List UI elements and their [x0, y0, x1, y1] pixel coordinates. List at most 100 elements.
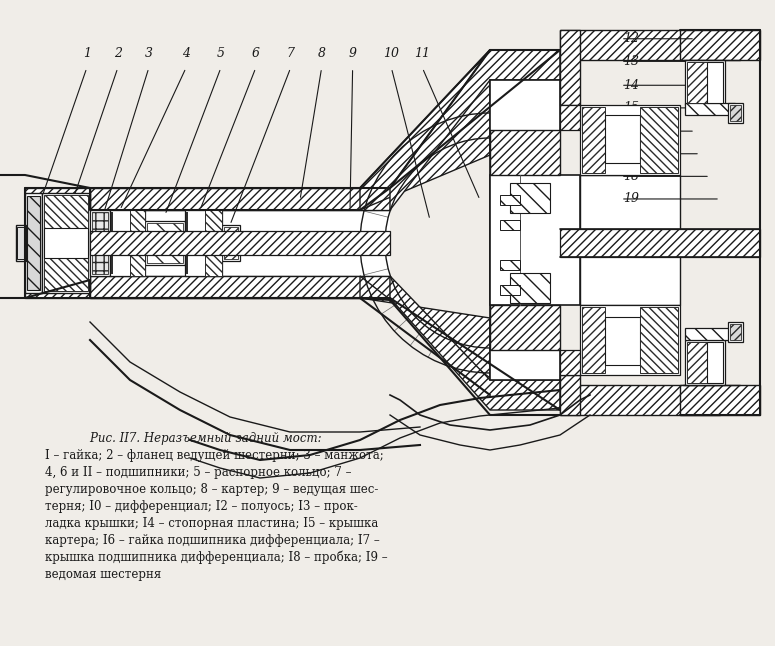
Text: ведомая шестерня: ведомая шестерня — [45, 568, 161, 581]
Text: ладка крышки; I4 – стопорная пластина; I5 – крышка: ладка крышки; I4 – стопорная пластина; I… — [45, 517, 378, 530]
Polygon shape — [42, 193, 90, 293]
Polygon shape — [687, 342, 707, 383]
Text: Рис. II7. Неразъемный задний мост:: Рис. II7. Неразъемный задний мост: — [75, 432, 322, 445]
Text: регулировочное кольцо; 8 – картер; 9 – ведущая шес-: регулировочное кольцо; 8 – картер; 9 – в… — [45, 483, 378, 496]
Bar — [500, 260, 520, 270]
Polygon shape — [27, 196, 40, 290]
Text: 17: 17 — [623, 147, 639, 160]
Polygon shape — [510, 273, 550, 303]
Polygon shape — [510, 183, 550, 213]
Bar — [500, 195, 520, 205]
Text: 2: 2 — [114, 47, 122, 60]
Text: 13: 13 — [623, 55, 639, 68]
Polygon shape — [25, 193, 42, 293]
Polygon shape — [16, 225, 26, 261]
Polygon shape — [110, 210, 145, 276]
Text: 6: 6 — [252, 47, 260, 60]
Polygon shape — [560, 385, 720, 415]
Polygon shape — [360, 276, 490, 378]
Text: 19: 19 — [623, 193, 639, 205]
Polygon shape — [112, 246, 130, 274]
Polygon shape — [580, 105, 680, 175]
Text: 10: 10 — [384, 47, 399, 60]
Polygon shape — [560, 350, 580, 375]
Bar — [685, 328, 735, 340]
Text: 14: 14 — [623, 79, 639, 92]
Text: 18: 18 — [623, 170, 639, 183]
Polygon shape — [25, 188, 390, 210]
Polygon shape — [224, 227, 238, 259]
Bar — [605, 115, 640, 163]
Text: 12: 12 — [623, 32, 639, 45]
Text: крышка подшипника дифференциала; I8 – пробка; I9 –: крышка подшипника дифференциала; I8 – пр… — [45, 551, 388, 565]
Polygon shape — [147, 223, 183, 263]
Polygon shape — [92, 212, 108, 274]
Polygon shape — [112, 212, 130, 240]
Bar — [728, 103, 743, 123]
Polygon shape — [687, 62, 707, 103]
Text: I – гайка; 2 – фланец ведущей шестерни; 3 – манжота;: I – гайка; 2 – фланец ведущей шестерни; … — [45, 449, 384, 462]
Bar — [685, 340, 725, 385]
Bar — [728, 322, 743, 342]
Text: 15: 15 — [623, 101, 639, 114]
Polygon shape — [25, 276, 390, 298]
Polygon shape — [145, 221, 185, 265]
Polygon shape — [560, 30, 720, 60]
Polygon shape — [580, 305, 680, 375]
Text: терня; I0 – дифференциал; I2 – полуось; I3 – прок-: терня; I0 – дифференциал; I2 – полуось; … — [45, 500, 358, 513]
Bar — [605, 317, 640, 365]
Polygon shape — [90, 210, 110, 276]
Polygon shape — [640, 107, 678, 173]
Bar — [685, 103, 735, 115]
Polygon shape — [730, 324, 741, 340]
Polygon shape — [90, 231, 390, 255]
Text: 1: 1 — [83, 47, 91, 60]
Text: 7: 7 — [287, 47, 294, 60]
Text: 5: 5 — [217, 47, 225, 60]
Bar — [500, 220, 520, 230]
Bar — [707, 62, 723, 103]
Polygon shape — [560, 375, 580, 415]
Polygon shape — [205, 210, 222, 276]
Polygon shape — [490, 80, 560, 380]
Text: 3: 3 — [145, 47, 153, 60]
Text: 9: 9 — [349, 47, 356, 60]
Bar — [685, 60, 725, 105]
Polygon shape — [680, 385, 760, 415]
Polygon shape — [44, 195, 88, 291]
Polygon shape — [390, 276, 560, 410]
Polygon shape — [360, 50, 490, 210]
Polygon shape — [580, 175, 680, 305]
Bar — [90, 210, 390, 276]
Text: картера; I6 – гайка подшипника дифференциала; I7 –: картера; I6 – гайка подшипника дифференц… — [45, 534, 380, 547]
Polygon shape — [490, 130, 560, 175]
Polygon shape — [187, 212, 205, 240]
Polygon shape — [582, 107, 605, 173]
Text: 4: 4 — [182, 47, 190, 60]
Polygon shape — [490, 305, 560, 350]
Bar — [500, 285, 520, 295]
Polygon shape — [730, 105, 741, 121]
Polygon shape — [222, 225, 240, 261]
Bar — [707, 342, 723, 383]
Polygon shape — [640, 307, 678, 373]
Polygon shape — [390, 50, 560, 210]
Bar — [580, 105, 680, 375]
Polygon shape — [680, 30, 760, 60]
Bar — [44, 228, 88, 258]
Polygon shape — [130, 210, 145, 276]
Bar — [560, 229, 760, 257]
Polygon shape — [17, 227, 25, 259]
Text: 11: 11 — [415, 47, 430, 60]
Polygon shape — [187, 246, 205, 274]
Polygon shape — [90, 276, 390, 298]
Polygon shape — [185, 210, 222, 276]
Text: 4, 6 и II – подшипники; 5 – распорное кольцо; 7 –: 4, 6 и II – подшипники; 5 – распорное ко… — [45, 466, 352, 479]
Polygon shape — [560, 30, 580, 105]
Text: 16: 16 — [623, 125, 639, 138]
Polygon shape — [490, 175, 580, 305]
Polygon shape — [90, 188, 390, 210]
Text: 8: 8 — [318, 47, 326, 60]
Polygon shape — [582, 307, 605, 373]
Polygon shape — [560, 105, 580, 130]
